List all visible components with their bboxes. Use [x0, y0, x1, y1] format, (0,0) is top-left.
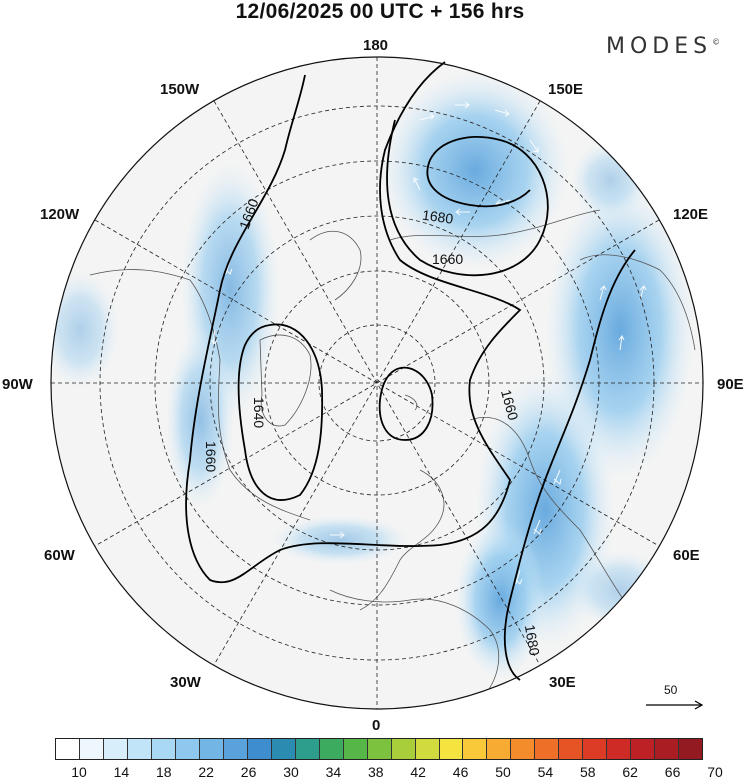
colorbar-tick-label: 46 — [452, 764, 469, 780]
graticule — [51, 57, 703, 709]
colorbar-swatch — [199, 739, 224, 759]
contour-labels: 1680 1660 1660 1640 1660 1660 1680 — [203, 196, 543, 657]
colorbar-swatch — [559, 739, 584, 759]
contour-label: 1660 — [498, 388, 522, 422]
colorbar-swatch — [247, 739, 272, 759]
contour-label: 1680 — [421, 207, 454, 227]
colorbar-swatch — [79, 739, 104, 759]
colorbar-swatch — [463, 739, 488, 759]
colorbar-swatch — [487, 739, 512, 759]
colorbar-tick-label: 62 — [622, 764, 638, 780]
colorbar-swatch — [271, 739, 296, 759]
colorbar-tick-label: 50 — [495, 764, 511, 780]
map-border — [50, 56, 704, 710]
lon-label-30w: 30W — [170, 674, 202, 691]
lon-label-120e: 120E — [673, 206, 708, 223]
lon-label-150e: 150E — [548, 81, 583, 98]
contour-1640-ring — [237, 323, 324, 501]
lon-label-90e: 90E — [717, 376, 744, 393]
lon-label-120w: 120W — [40, 206, 80, 223]
height-contours — [185, 61, 636, 681]
colorbar-swatch — [391, 739, 416, 759]
colorbar-swatch — [319, 739, 344, 759]
contour-label: 1660 — [203, 441, 219, 472]
contour-1660-upper — [185, 61, 522, 584]
colorbar-swatch — [127, 739, 152, 759]
colorbar-swatch — [439, 739, 464, 759]
lon-label-60e: 60E — [673, 547, 700, 564]
colorbar-tick-label: 22 — [198, 764, 214, 780]
colorbar-tick-label: 10 — [71, 764, 87, 780]
colorbar-tick-label: 34 — [325, 764, 342, 780]
colorbar-swatch — [103, 739, 128, 759]
colorbar-labels: 10 14 18 22 26 30 34 38 42 46 50 54 58 62 66 70 — [55, 764, 723, 782]
colorbar-swatch — [343, 739, 368, 759]
colorbar-swatch — [175, 739, 200, 759]
contour-label: 1680 — [522, 623, 543, 657]
colorbar-swatch — [583, 739, 608, 759]
copyright-mark: © — [712, 37, 721, 47]
brand-text: MODES — [606, 34, 713, 59]
colorbar-tick-label: 18 — [156, 764, 172, 780]
colorbar-swatch — [295, 739, 320, 759]
lon-label-60w: 60W — [44, 547, 76, 564]
contour-1680-upper — [386, 119, 549, 277]
lon-label-90w: 90W — [2, 376, 34, 393]
arrow-right-icon — [646, 700, 704, 710]
colorbar-swatch — [631, 739, 656, 759]
coastlines — [89, 209, 696, 701]
colorbar-tick-label: 66 — [664, 764, 681, 780]
colorbar-swatch — [535, 739, 560, 759]
colorbar-tick-label: 42 — [410, 764, 426, 780]
colorbar-tick-label: 58 — [580, 764, 596, 780]
colorbar-swatch — [607, 739, 632, 759]
colorbar-swatch — [415, 739, 440, 759]
colorbar-tick-label: 70 — [707, 764, 723, 780]
colorbar-swatch — [223, 739, 248, 759]
colorbar-tick-label: 26 — [240, 764, 257, 780]
contour-label: 1640 — [251, 397, 267, 428]
lon-label-150w: 150W — [160, 81, 200, 98]
colorbar-swatch — [151, 739, 176, 759]
colorbar — [55, 738, 703, 760]
longitude-labels: 180 150E 120E 90E 60E 30E 0 30W 60W 90W … — [2, 37, 744, 734]
colorbar-tick-label: 14 — [113, 764, 130, 780]
colorbar-swatch — [511, 739, 536, 759]
colorbar-swatch — [367, 739, 392, 759]
contour-label: 1660 — [432, 251, 463, 267]
colorbar-tick-label: 38 — [368, 764, 384, 780]
map-title: 12/06/2025 00 UTC + 156 hrs — [235, 0, 525, 23]
wind-scale-label: 50 — [664, 683, 678, 697]
lon-label-0: 0 — [372, 717, 380, 734]
contour-1680-right — [503, 249, 636, 681]
lon-label-180: 180 — [363, 37, 388, 54]
lon-label-30e: 30E — [549, 674, 576, 691]
wind-speed-shading — [51, 70, 695, 680]
colorbar-tick-label: 30 — [283, 764, 299, 780]
colorbar-swatch — [679, 739, 703, 759]
brand-logo: MODES© — [606, 34, 720, 59]
colorbar-swatch — [56, 739, 80, 759]
colorbar-tick-label: 54 — [537, 764, 554, 780]
contour-pole-ring — [378, 366, 434, 441]
colorbar-swatch — [655, 739, 680, 759]
